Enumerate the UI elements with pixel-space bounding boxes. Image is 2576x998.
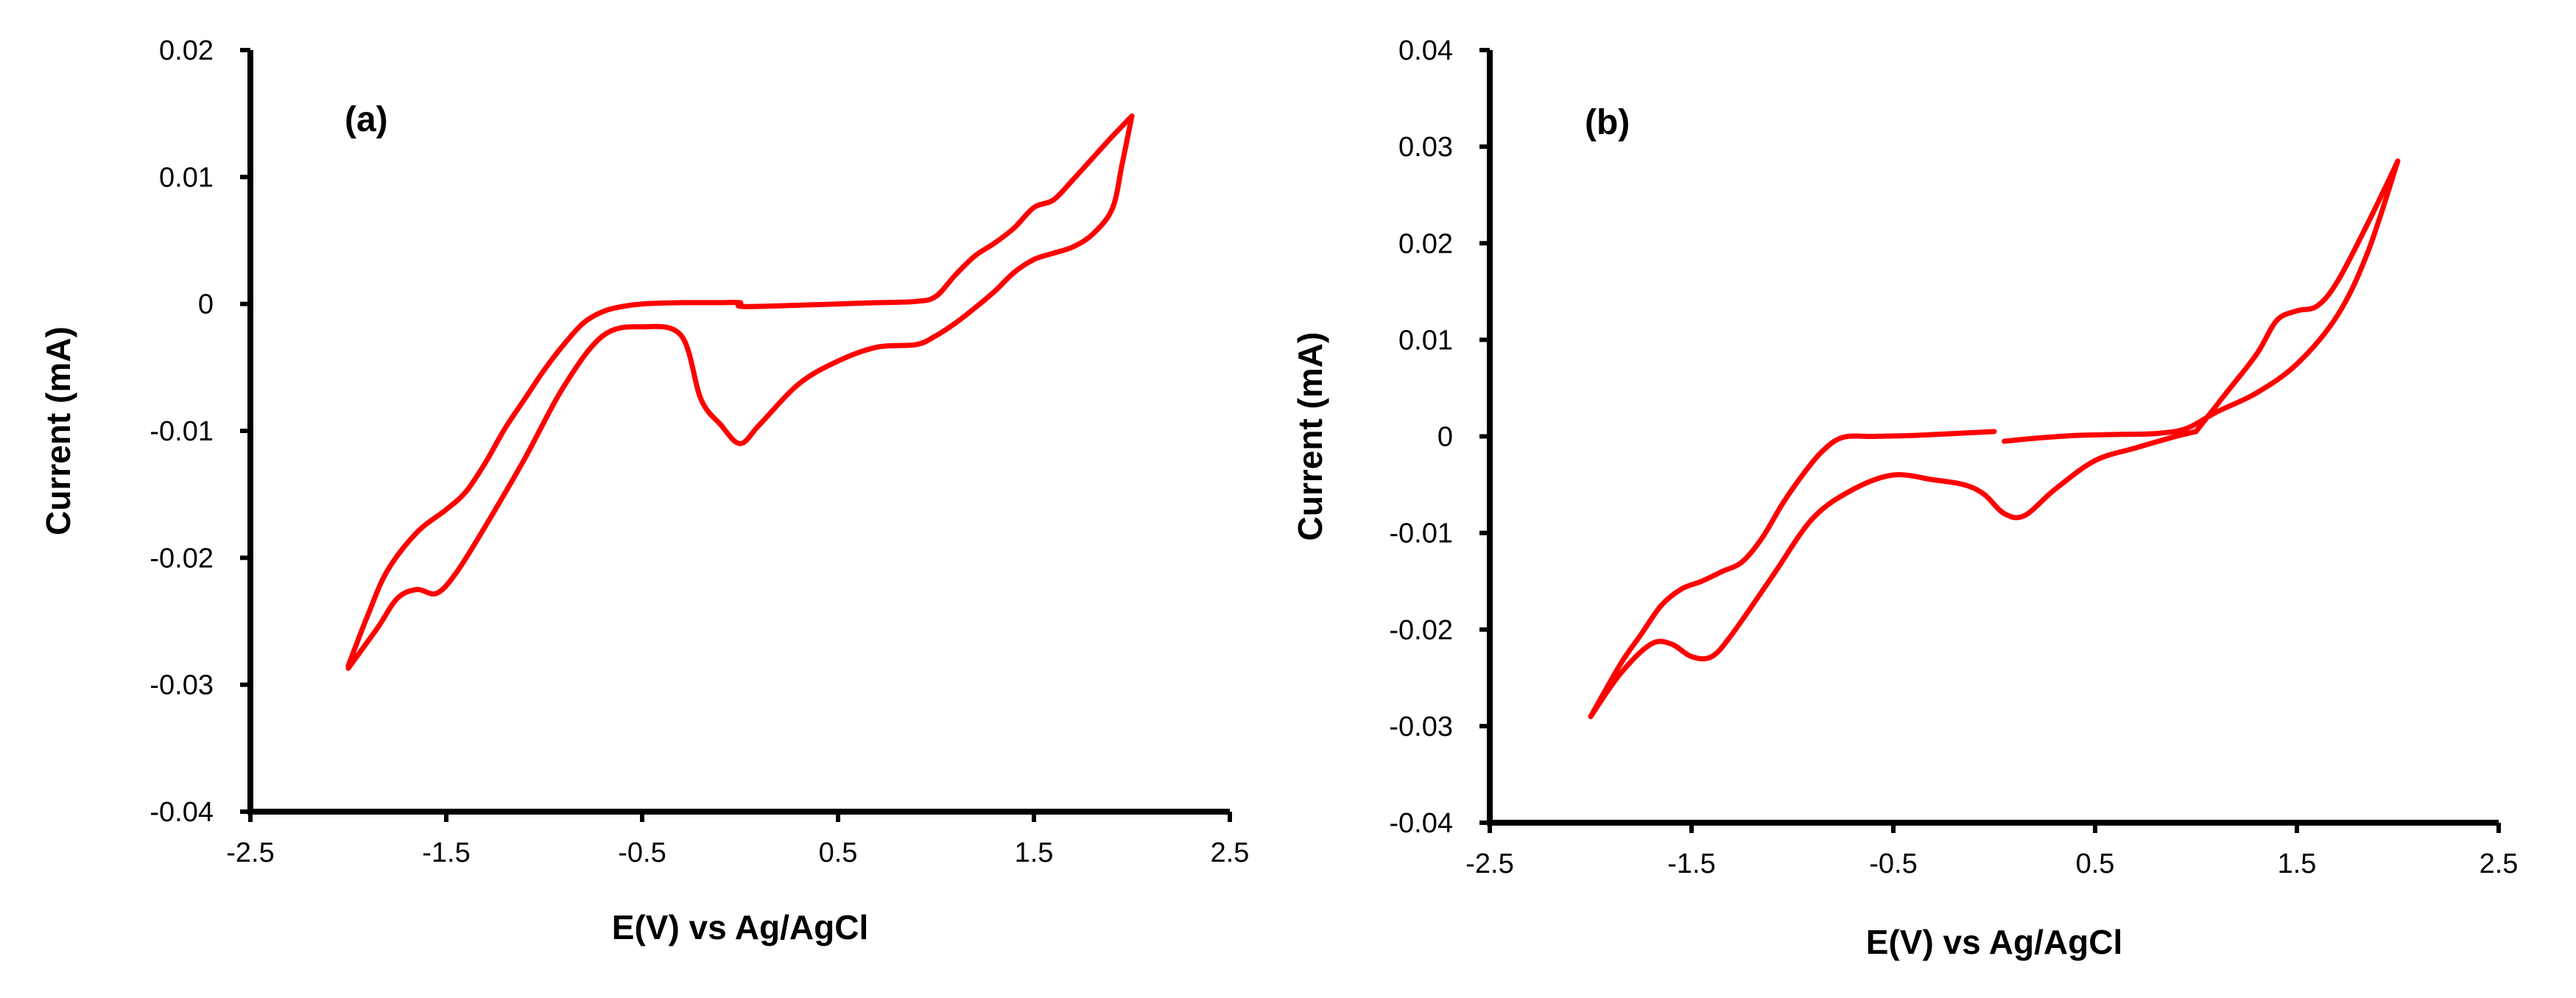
- y-tick-label: -0.04: [1389, 808, 1453, 839]
- cv-series-line: [345, 113, 1135, 671]
- y-tick-label: 0.01: [159, 162, 214, 193]
- cv-series-line: [2002, 158, 2401, 444]
- y-tick-label: 0.04: [1398, 35, 1453, 66]
- y-tick-label: 0: [1437, 422, 1453, 453]
- y-tick-label: -0.03: [149, 670, 214, 701]
- x-tick-label: 0.5: [819, 837, 858, 868]
- y-tick-label: -0.03: [1389, 711, 1453, 742]
- y-tick-label: 0.03: [1398, 132, 1453, 163]
- y-tick-label: -0.02: [149, 543, 214, 574]
- y-axis-title: Current (mA): [1291, 332, 1329, 541]
- x-tick-label: -2.5: [1465, 848, 1513, 879]
- y-tick-label: 0.02: [159, 35, 214, 66]
- x-tick-label: -0.5: [1869, 848, 1917, 879]
- x-axis-title: E(V) vs Ag/AgCl: [1866, 923, 2122, 961]
- cv-series-line: [2193, 158, 2401, 435]
- y-tick-label: -0.04: [149, 797, 214, 828]
- x-tick-label: -0.5: [618, 837, 666, 868]
- x-tick-label: -2.5: [226, 837, 274, 868]
- chart-panel-b: 0.04 0.03 0.02 0.01 0 -0.01 -0.02 -0.03 -0.04 -2.…: [1291, 35, 2518, 961]
- cv-series-line: [345, 113, 1135, 669]
- y-tick-label: -0.01: [149, 416, 214, 447]
- chart-panel-a: 0.02 0.01 0 -0.01 -0.02 -0.03 -0.04 -2.5 -1.5 -0.…: [39, 35, 1249, 946]
- x-tick-label: 1.5: [2278, 848, 2317, 879]
- y-axis-title: Current (mA): [39, 326, 77, 535]
- x-tick-label: 0.5: [2076, 848, 2115, 879]
- x-tick-label: -1.5: [422, 837, 470, 868]
- panel-label: (b): [1585, 103, 1630, 142]
- cv-series-line: [1588, 429, 1997, 720]
- x-tick-label: 2.5: [1211, 837, 1250, 868]
- x-tick-label: 2.5: [2480, 848, 2519, 879]
- x-tick-label: 1.5: [1015, 837, 1054, 868]
- y-tick-label: -0.02: [1389, 615, 1453, 646]
- x-tick-label: -1.5: [1667, 848, 1715, 879]
- y-tick-label: 0: [198, 289, 214, 320]
- y-tick-label: -0.01: [1389, 519, 1453, 549]
- panel-label: (a): [345, 100, 388, 139]
- y-tick-label: 0.01: [1398, 325, 1453, 356]
- y-tick-label: 0.02: [1398, 228, 1453, 259]
- cv-series-line: [1588, 429, 2199, 720]
- x-axis-title: E(V) vs Ag/AgCl: [612, 908, 868, 946]
